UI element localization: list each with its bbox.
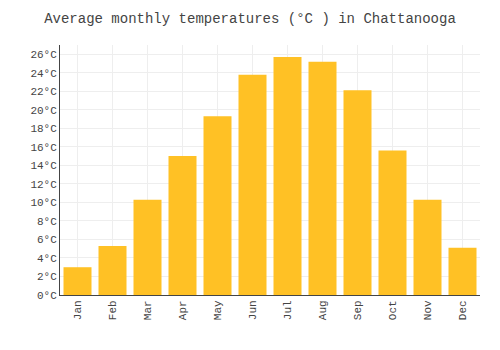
svg-text:18°C: 18°C <box>30 123 57 135</box>
svg-text:Apr: Apr <box>177 300 189 320</box>
svg-text:16°C: 16°C <box>30 142 57 154</box>
svg-text:22°C: 22°C <box>30 86 57 98</box>
svg-text:6°C: 6°C <box>37 234 57 246</box>
svg-text:Mar: Mar <box>142 300 154 320</box>
svg-text:Dec: Dec <box>457 300 469 320</box>
svg-text:Sep: Sep <box>352 300 364 320</box>
svg-text:8°C: 8°C <box>37 216 57 228</box>
svg-text:Jan: Jan <box>72 300 84 320</box>
svg-text:26°C: 26°C <box>30 49 57 61</box>
svg-text:Jul: Jul <box>282 300 294 320</box>
svg-text:20°C: 20°C <box>30 105 57 117</box>
svg-text:14°C: 14°C <box>30 160 57 172</box>
svg-text:2°C: 2°C <box>37 271 57 283</box>
svg-text:Average monthly temperatures (: Average monthly temperatures (°C ) in Ch… <box>44 11 456 27</box>
svg-text:Oct: Oct <box>387 300 399 320</box>
svg-text:0°C: 0°C <box>37 290 57 302</box>
svg-text:12°C: 12°C <box>30 179 57 191</box>
svg-text:4°C: 4°C <box>37 253 57 265</box>
svg-text:May: May <box>212 300 224 320</box>
svg-text:Nov: Nov <box>422 300 434 320</box>
svg-text:10°C: 10°C <box>30 197 57 209</box>
svg-text:Aug: Aug <box>317 300 329 320</box>
svg-text:Feb: Feb <box>107 300 119 320</box>
svg-text:Jun: Jun <box>247 300 259 320</box>
svg-text:24°C: 24°C <box>30 68 57 80</box>
